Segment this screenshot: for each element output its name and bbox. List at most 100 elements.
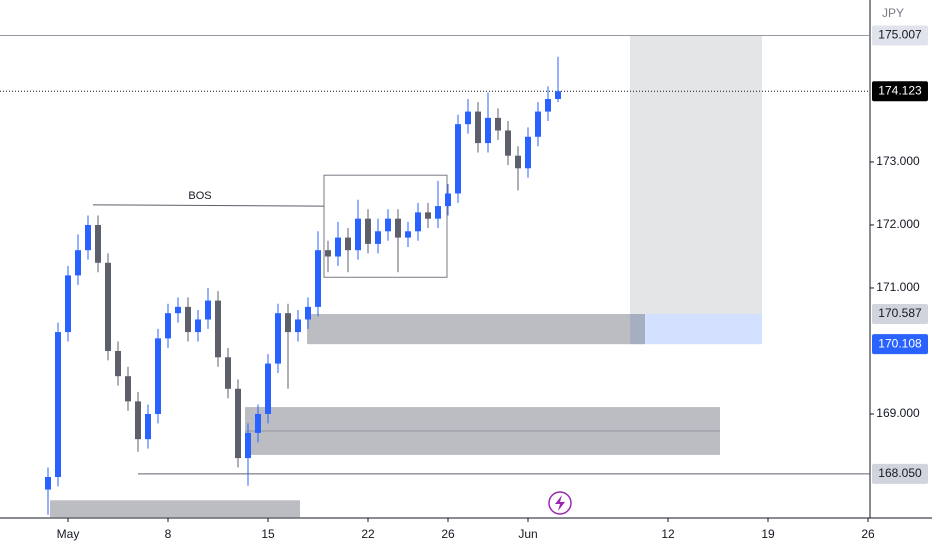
candle	[505, 121, 511, 166]
candle-body	[255, 413, 261, 433]
candle-body	[175, 306, 181, 314]
candle-body	[215, 300, 221, 358]
candle-body	[345, 237, 351, 251]
candle-body	[445, 193, 451, 207]
candle	[335, 221, 341, 266]
candle	[515, 146, 521, 191]
candle-body	[265, 363, 271, 414]
candle	[215, 291, 221, 367]
candle-body	[425, 212, 431, 219]
candle	[285, 303, 291, 389]
candle-body	[155, 338, 161, 414]
candle-body	[275, 313, 281, 364]
candle-body	[365, 218, 371, 244]
range-box	[323, 174, 448, 278]
candle-body	[355, 218, 361, 251]
candle-body	[555, 91, 561, 99]
candle	[235, 379, 241, 468]
x-tick-label: 12	[661, 527, 675, 541]
candle-body	[415, 212, 421, 232]
candle-body	[75, 250, 81, 276]
candle	[115, 341, 121, 386]
candle	[415, 202, 421, 241]
candle	[455, 114, 461, 203]
y-tick-label: 171.000	[876, 280, 920, 294]
candle	[385, 209, 391, 241]
candle	[105, 253, 111, 361]
candle-body	[545, 98, 551, 112]
price-label: 175.007	[878, 28, 922, 42]
candle	[425, 202, 431, 229]
candle	[75, 234, 81, 285]
candle	[65, 265, 71, 342]
candle	[325, 240, 331, 273]
zone	[50, 500, 300, 518]
x-tick-label: 8	[165, 527, 172, 541]
candle	[535, 102, 541, 147]
x-tick-label: 22	[361, 527, 375, 541]
x-tick-label: Jun	[518, 527, 537, 541]
candle-body	[335, 237, 341, 257]
candle-body	[205, 300, 211, 320]
candle	[485, 92, 491, 153]
candle	[305, 297, 311, 329]
candle-body	[125, 376, 131, 402]
candle-body	[315, 250, 321, 307]
y-tick-label: 169.000	[876, 406, 920, 420]
candle-body	[405, 231, 411, 238]
candle	[275, 303, 281, 374]
candle	[495, 108, 501, 140]
candle-body	[145, 413, 151, 440]
candle-body	[485, 117, 491, 144]
candle-body	[45, 476, 51, 490]
candle-body	[395, 218, 401, 238]
price-label: 174.123	[878, 83, 922, 97]
candle	[265, 354, 271, 424]
candle	[525, 127, 531, 178]
candle	[125, 366, 131, 411]
price-label-bg	[872, 304, 928, 325]
candle	[145, 404, 151, 449]
candle	[365, 209, 371, 254]
candle	[155, 328, 161, 424]
zone	[307, 314, 645, 345]
candle	[475, 102, 481, 153]
candle	[345, 228, 351, 273]
candle-body	[135, 401, 141, 440]
candle	[465, 98, 471, 134]
zone	[630, 35, 762, 315]
price-label-bg	[872, 334, 928, 355]
candle-body	[515, 155, 521, 169]
candle-body	[295, 319, 301, 333]
candle	[45, 467, 51, 515]
candle	[205, 287, 211, 329]
candle-body	[435, 206, 441, 219]
candle	[355, 199, 361, 260]
candle	[185, 297, 191, 342]
candle-body	[235, 388, 241, 459]
candle-body	[165, 313, 171, 339]
price-label: 168.050	[878, 466, 922, 480]
y-tick-label: 172.000	[876, 217, 920, 231]
price-label: 170.108	[878, 336, 922, 350]
candle	[255, 404, 261, 443]
candle-body	[245, 432, 251, 459]
candle-body	[495, 117, 501, 131]
x-tick-label: 26	[441, 527, 455, 541]
candle-body	[525, 136, 531, 169]
candle-body	[195, 319, 201, 333]
candle	[395, 209, 401, 273]
trend-line	[92, 204, 325, 207]
candle	[435, 180, 441, 229]
candle-body	[115, 350, 121, 377]
candle	[95, 215, 101, 273]
candle	[165, 303, 171, 348]
x-tick-label: 26	[861, 527, 875, 541]
candle-body	[105, 262, 111, 351]
candle-body	[55, 332, 61, 477]
candle-body	[65, 275, 71, 333]
candle-body	[465, 111, 471, 125]
candle-body	[225, 357, 231, 389]
